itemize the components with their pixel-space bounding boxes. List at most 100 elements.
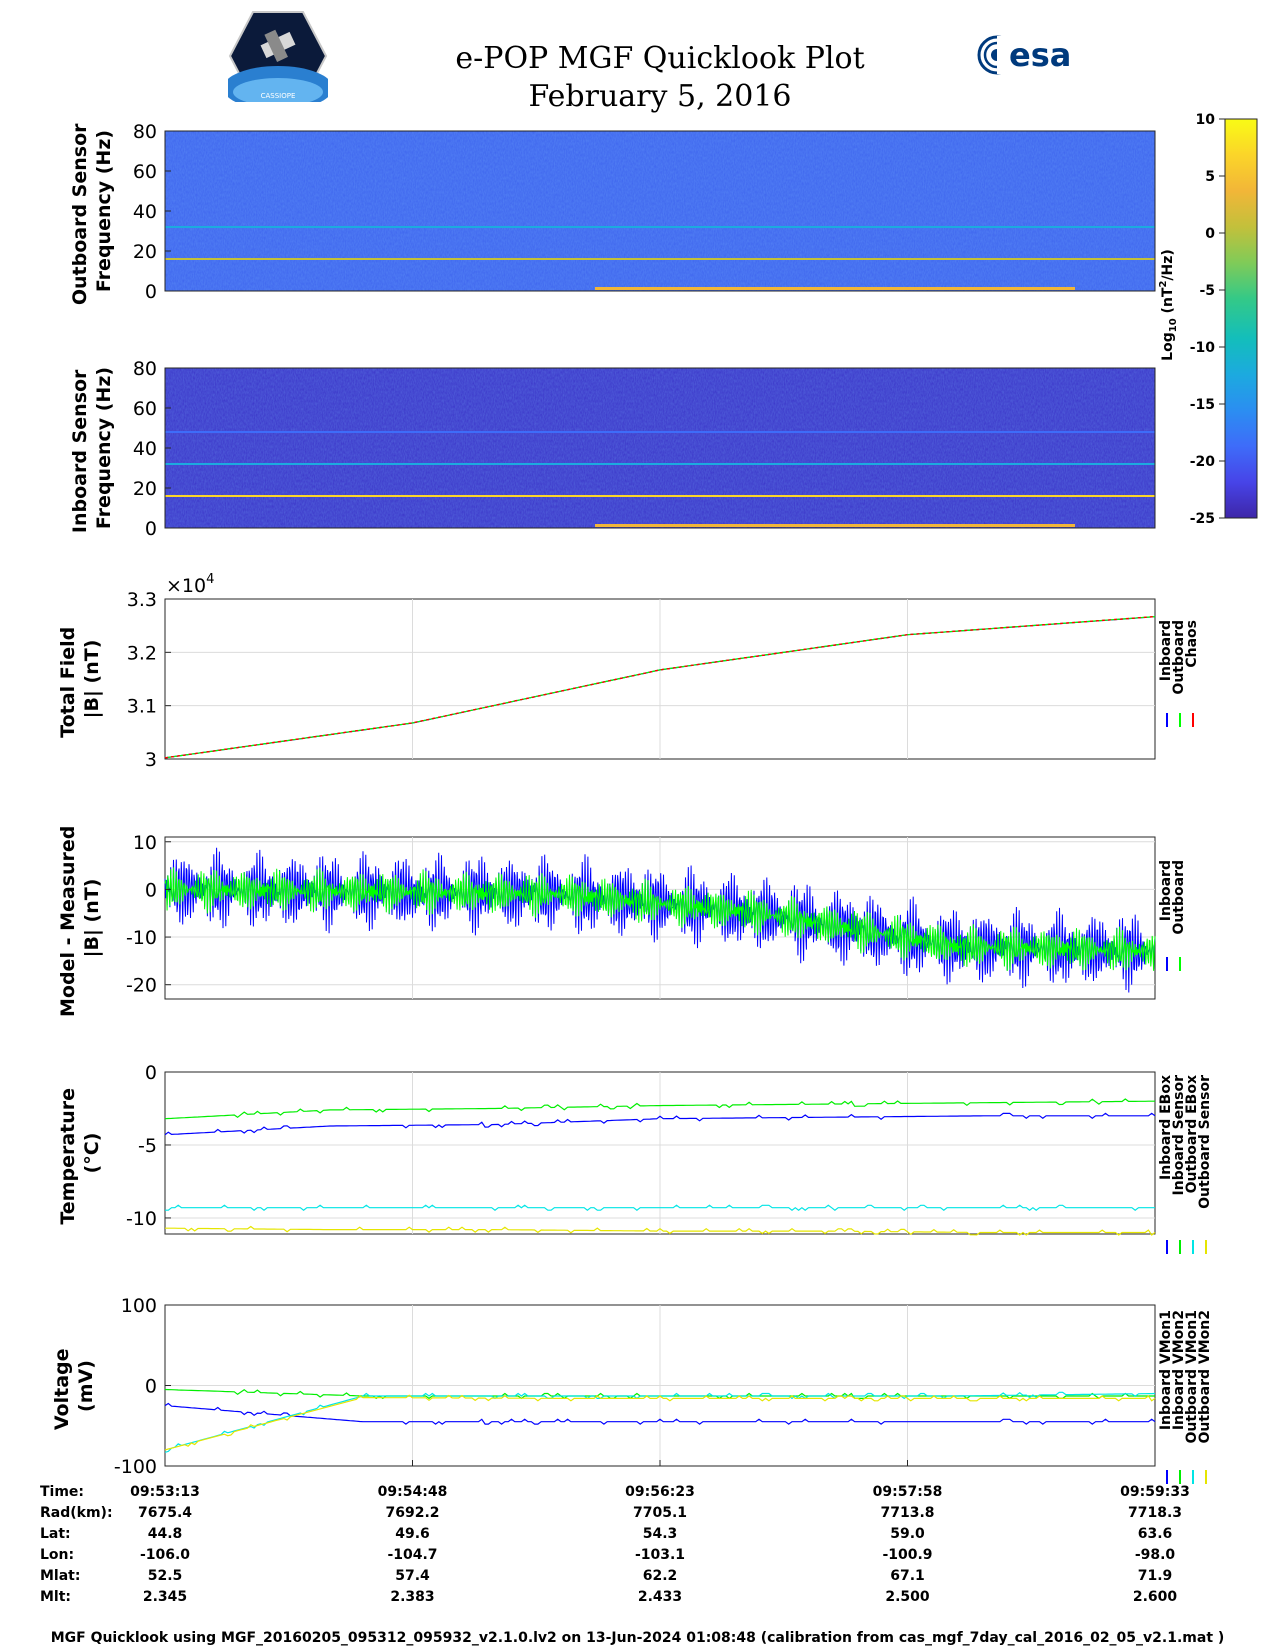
- panel-temperature: 0 -5 -10 Temperature (°C) Inboard EBoxInbo…: [57, 1062, 1213, 1254]
- total-field-series: [164, 615, 1156, 759]
- plot-title-block: e-POP MGF Quicklook Plot February 5, 201…: [400, 40, 920, 116]
- total-field-ylabel: Total Field |B| (nT): [57, 620, 103, 738]
- model-measured-ytick-label: -20: [126, 975, 157, 997]
- colorbar-ticks: 10 5 0 -5 -10 -15 -20 -25: [1190, 112, 1225, 527]
- outboard-ytick-label: 60: [133, 161, 157, 183]
- total-field-ytick-label: 3: [145, 749, 157, 771]
- info-row-value: -100.9: [882, 1547, 933, 1563]
- info-row-value: 2.433: [637, 1589, 683, 1605]
- temperature-series-outboard-sensor: [165, 1225, 1156, 1236]
- inboard-spectral-lines: [165, 431, 1155, 527]
- info-row: Mlt: 2.345 2.383 2.433 2.500 2.600: [40, 1589, 1240, 1610]
- colorbar-tick-label: -15: [1190, 397, 1215, 413]
- footer-caption: MGF Quicklook using MGF_20160205_095312_…: [50, 1630, 1225, 1646]
- outboard-spectral-lines: [165, 226, 1155, 290]
- model-measured-legend-label: Inboard: [1158, 860, 1174, 921]
- info-row-value: 2.500: [885, 1589, 930, 1605]
- model-measured-ytick-label: 10: [133, 832, 157, 854]
- total-field-y-ticks: 3.3 3.2 3.1 3: [127, 589, 171, 771]
- model-measured-series-outboard: [164, 867, 1156, 972]
- info-row-value: 49.6: [395, 1526, 430, 1542]
- info-row-label: Time:: [40, 1484, 85, 1500]
- outboard-low-frequency-band: [595, 287, 1075, 290]
- total-field-series-chaos: [164, 615, 1156, 759]
- outboard-spectrogram-texture: [165, 131, 1155, 291]
- temperature-ylabel: Temperature (°C): [57, 1081, 103, 1224]
- inboard-y-ticks: 80 60 40 20 0: [133, 358, 171, 540]
- total-field-ytick-label: 3.2: [127, 642, 157, 664]
- model-measured-y-ticks: 10 0 -10 -20: [126, 832, 171, 997]
- info-row-label: Lon:: [40, 1547, 75, 1563]
- info-row: Rad(km): 7675.4 7692.2 7705.1 7713.8 7718.3: [40, 1505, 1240, 1526]
- temperature-legend-label: Inboard Sensor: [1171, 1075, 1187, 1196]
- colorbar: 10 5 0 -5 -10 -15 -20 -25 Log10 (nT2/Hz): [1158, 112, 1258, 527]
- outboard-y-ticks: 80 60 40 20 0: [133, 121, 171, 303]
- info-row-value: 09:54:48: [377, 1484, 448, 1500]
- esa-logo-text: esa: [1009, 36, 1071, 74]
- colorbar-tick-label: -25: [1190, 511, 1215, 527]
- info-row-value: 52.5: [147, 1568, 183, 1584]
- inboard-ytick-label: 40: [133, 438, 157, 460]
- temperature-ytick-label: -5: [138, 1135, 157, 1157]
- info-row-value: 7705.1: [632, 1505, 688, 1521]
- voltage-grid: [164, 1305, 1156, 1466]
- colorbar-tick-label: 5: [1205, 169, 1215, 185]
- info-row-value: -106.0: [139, 1547, 191, 1563]
- temperature-series-outboard-ebox: [165, 1204, 1155, 1211]
- cassiope-logo: CASSIOPE: [228, 11, 328, 102]
- temperature-series-inboard-ebox: [164, 1112, 1156, 1136]
- temperature-legend-label: Outboard EBox: [1184, 1075, 1200, 1193]
- info-row-value: 7692.2: [385, 1505, 440, 1521]
- inboard-ytick-label: 20: [133, 478, 157, 500]
- model-measured-ytick-label: -10: [126, 927, 157, 949]
- voltage-y-ticks: 100 0 -100: [114, 1295, 171, 1478]
- info-row-value: 09:59:33: [1120, 1484, 1190, 1500]
- cassiope-logo-text: CASSIOPE: [261, 92, 296, 100]
- inboard-spectrogram-texture: [165, 368, 1155, 528]
- panel-total-field: 3.3 3.2 3.1 3 ×104 Total Field |B| (nT) Inb…: [57, 572, 1200, 771]
- voltage-legend-label: Inboard VMon2: [1171, 1310, 1187, 1430]
- panel-outboard-spectrogram: 80 60 40 20 0 Outboard Sensor Frequency (Hz): [69, 121, 1156, 305]
- outboard-ytick-label: 0: [145, 281, 157, 303]
- info-row-value: 09:56:23: [625, 1484, 695, 1500]
- info-row: Lat: 44.8 49.6 54.3 59.0 63.6: [40, 1526, 1240, 1547]
- temperature-legend-label: Outboard Sensor: [1197, 1075, 1213, 1209]
- info-row-value: 09:53:13: [130, 1484, 200, 1500]
- model-measured-ytick-label: 0: [145, 879, 157, 901]
- info-row-value: 44.8: [147, 1526, 183, 1542]
- colorbar-tick-label: -10: [1190, 340, 1216, 356]
- info-row-value: 54.3: [642, 1526, 678, 1542]
- inboard-ytick-label: 80: [133, 358, 157, 380]
- total-field-legend-label: Outboard: [1171, 620, 1187, 695]
- model-measured-series-inboard: [164, 847, 1156, 993]
- temperature-legend-label: Inboard EBox: [1158, 1075, 1174, 1180]
- temperature-series: [164, 1098, 1156, 1236]
- temperature-ytick-label: -10: [126, 1208, 157, 1230]
- colorbar-tick-label: 10: [1196, 112, 1216, 128]
- info-row-label: Mlt:: [40, 1589, 72, 1605]
- orbit-info-table: Time: 09:53:13 09:54:48 09:56:23 09:57:58 09:…: [40, 1484, 1240, 1610]
- info-row-value: 2.345: [142, 1589, 188, 1605]
- info-row: Time: 09:53:13 09:54:48 09:56:23 09:57:58 09:…: [40, 1484, 1240, 1505]
- colorbar-tick-label: 0: [1205, 226, 1215, 242]
- colorbar-label: Log10 (nT2/Hz): [1158, 249, 1179, 361]
- info-row-value: 2.600: [1132, 1589, 1178, 1605]
- inboard-ytick-label: 0: [145, 518, 157, 540]
- model-measured-ylabel: Model - Measured |B| (nT): [57, 819, 103, 1017]
- info-row-value: -103.1: [634, 1547, 686, 1563]
- voltage-ytick-label: -100: [114, 1456, 157, 1478]
- info-row-value: 7713.8: [880, 1505, 935, 1521]
- info-row-value: 67.1: [890, 1568, 925, 1584]
- info-row-value: 2.383: [390, 1589, 435, 1605]
- info-row-value: 59.0: [890, 1526, 925, 1542]
- info-row: Lon: -106.0 -104.7 -103.1 -100.9 -98.0: [40, 1547, 1240, 1568]
- info-row-value: 71.9: [1137, 1568, 1173, 1584]
- temperature-y-ticks: 0 -5 -10: [126, 1062, 171, 1230]
- colorbar-gradient: [1224, 118, 1258, 519]
- model-measured-series: [164, 847, 1156, 993]
- voltage-series: [164, 1388, 1156, 1453]
- inboard-ytick-label: 60: [133, 398, 157, 420]
- panel-model-measured: 10 0 -10 -20 Model - Measured |B| (nT) Inbo…: [57, 819, 1187, 1017]
